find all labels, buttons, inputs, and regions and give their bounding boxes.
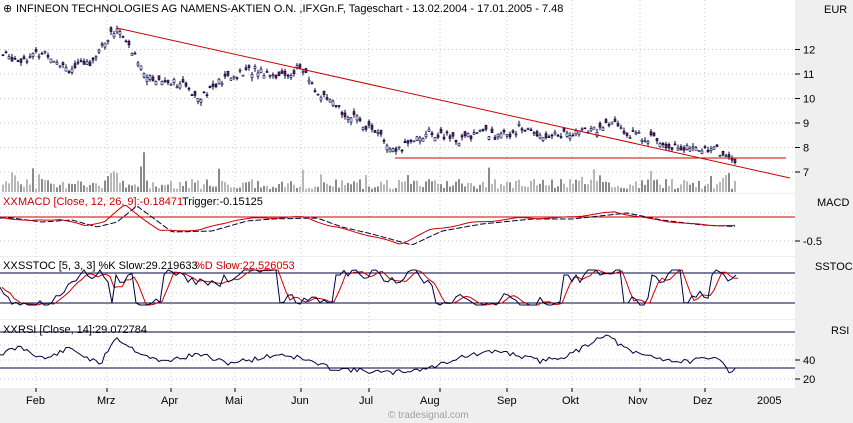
watermark: © tradesignal.com <box>388 410 469 421</box>
price-tick-label: 12 <box>803 45 815 57</box>
rsi-axis-label: RSI <box>831 325 849 337</box>
sstoc-axis-label: SSTOC <box>815 261 853 273</box>
title-text: INFINEON TECHNOLOGIES AG NAMENS-AKTIEN O… <box>16 3 563 15</box>
currency-label: EUR <box>824 4 847 16</box>
macd-line <box>0 204 735 245</box>
month-label: Dez <box>693 395 713 407</box>
macd-axis-label: MACD <box>817 197 849 209</box>
month-label: 2005 <box>757 395 781 407</box>
pin-icon[interactable]: ⊕ <box>3 3 12 15</box>
month-label: Okt <box>562 395 579 407</box>
price-tick-label: 11 <box>803 69 814 81</box>
macd-tick-label: -0.5 <box>803 236 822 248</box>
month-label: Sep <box>497 395 517 407</box>
sstoc-k-line <box>0 269 737 306</box>
macd-trigger-legend: Trigger:-0.15125 <box>182 196 263 208</box>
month-label: Mrz <box>97 395 115 407</box>
price-tick-label: 8 <box>803 143 809 155</box>
sstoc-d-legend: %D Slow:22.526053 <box>195 260 295 272</box>
rsi-panel <box>0 320 795 388</box>
price-axis: 12 11 10 9 8 7 <box>795 45 815 179</box>
macd-legend: MACD [Close, 12, 26, 9]:-0.18471 <box>18 196 183 208</box>
price-tick-label: 9 <box>803 118 809 130</box>
month-label: Aug <box>420 395 440 407</box>
price-candles <box>1 25 737 165</box>
sstoc-k-legend: SSTOC [5, 3, 3] %K Slow:29.219633 <box>18 260 198 272</box>
macd-legend-prefix[interactable]: XX <box>3 196 18 208</box>
macd-panel <box>0 194 795 256</box>
volume-bars <box>2 152 736 192</box>
sstoc-panel <box>0 257 795 319</box>
sstoc-d-line <box>1 269 739 306</box>
rsi-line <box>0 334 736 376</box>
rsi-tick-20-label: 20 <box>803 374 815 386</box>
month-label: Feb <box>26 395 45 407</box>
price-tick-label: 7 <box>803 167 809 179</box>
rsi-legend-prefix[interactable]: XX <box>3 324 18 336</box>
sstoc-legend-prefix[interactable]: XX <box>3 260 18 272</box>
time-axis: Feb Mrz Apr Mai Jun Jul Aug Sep Okt Nov Dez 2005 <box>26 388 781 407</box>
month-label: Jun <box>291 395 309 407</box>
price-panel <box>0 0 795 193</box>
month-label: Nov <box>628 395 648 407</box>
chart-title: ⊕ INFINEON TECHNOLOGIES AG NAMENS-AKTIEN… <box>3 3 563 15</box>
month-label: Apr <box>161 395 178 407</box>
month-label: Jul <box>359 395 373 407</box>
month-label: Mai <box>225 395 243 407</box>
rsi-tick-40-label: 40 <box>803 355 815 367</box>
price-tick-label: 10 <box>803 94 815 106</box>
rsi-legend: RSI [Close, 14]:29.072784 <box>18 324 147 336</box>
downtrend-line[interactable] <box>116 27 791 179</box>
grid-lines <box>0 0 795 388</box>
macd-trigger-line <box>0 206 736 246</box>
